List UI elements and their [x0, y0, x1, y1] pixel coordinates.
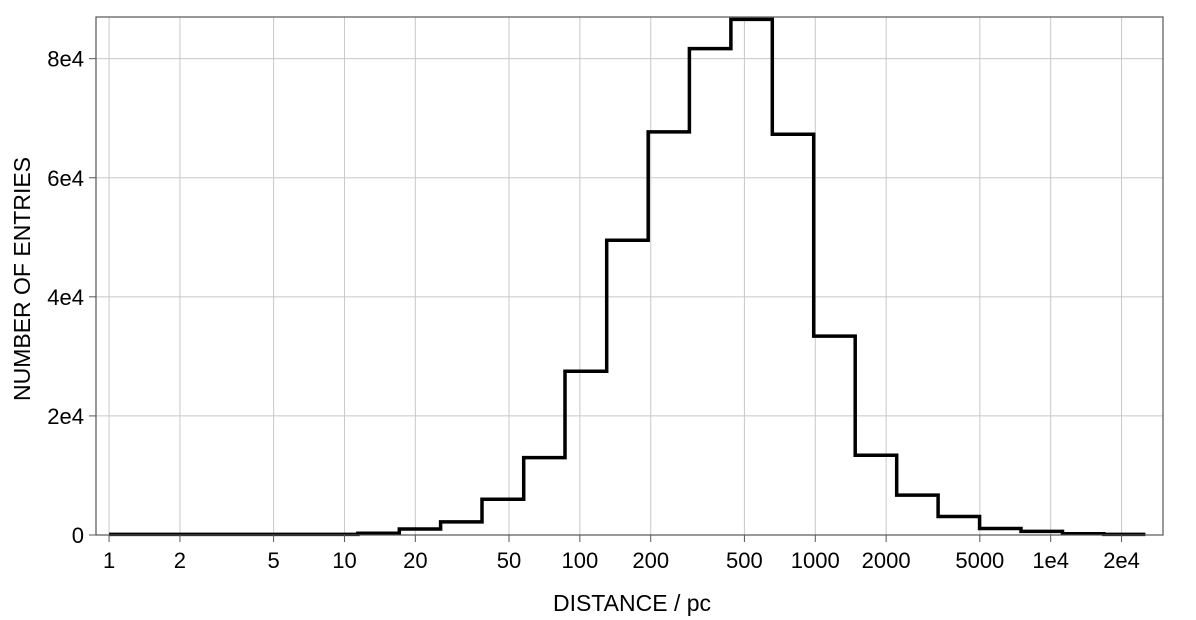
histogram-bin — [399, 529, 440, 535]
histogram-bin — [938, 517, 979, 535]
y-tick-label: 6e4 — [47, 166, 84, 191]
x-tick-label: 20 — [403, 548, 427, 573]
x-tick-label: 50 — [497, 548, 521, 573]
y-tick-label: 4e4 — [47, 285, 84, 310]
x-tick-label: 1000 — [791, 548, 840, 573]
histogram-bin — [897, 495, 938, 535]
y-tick-label: 2e4 — [47, 404, 84, 429]
histogram-bin — [772, 134, 813, 535]
x-tick-label: 200 — [632, 548, 669, 573]
histogram-bin — [980, 528, 1021, 535]
axis-tick-labels: 1 2 5 10 20 50 100 200 500 1000 2000 5000 1e4 2e4 0 2e4… — [47, 47, 1140, 573]
x-tick-label: 2000 — [862, 548, 911, 573]
histogram-bin — [607, 240, 648, 535]
histogram-series — [109, 17, 1146, 537]
histogram-bin — [648, 132, 689, 535]
x-tick-label: 1e4 — [1032, 548, 1069, 573]
x-tick-label: 2e4 — [1103, 548, 1140, 573]
plot-frame — [95, 16, 1164, 536]
axis-ticks — [89, 58, 1123, 542]
y-tick-label: 0 — [72, 523, 84, 548]
plot-border — [95, 16, 1164, 536]
y-tick-label: 8e4 — [47, 47, 84, 72]
histogram-bin — [814, 336, 855, 535]
histogram-bin — [689, 49, 730, 535]
histogram-bin — [731, 19, 772, 535]
histogram-bin — [565, 371, 607, 535]
x-tick-label: 1 — [103, 548, 115, 573]
y-axis-label: NUMBER OF ENTRIES — [9, 157, 35, 401]
x-tick-label: 10 — [332, 548, 356, 573]
histogram-bin — [482, 499, 524, 535]
histogram-bin — [524, 458, 565, 535]
x-tick-label: 500 — [726, 548, 763, 573]
x-axis-label: DISTANCE / pc — [553, 590, 711, 616]
histogram-step-line — [109, 17, 1146, 537]
x-tick-label: 5 — [267, 548, 279, 573]
x-tick-label: 2 — [174, 548, 186, 573]
histogram-bin — [855, 455, 896, 535]
histogram-bin — [441, 522, 482, 535]
x-tick-label: 100 — [562, 548, 599, 573]
x-tick-label: 5000 — [955, 548, 1004, 573]
